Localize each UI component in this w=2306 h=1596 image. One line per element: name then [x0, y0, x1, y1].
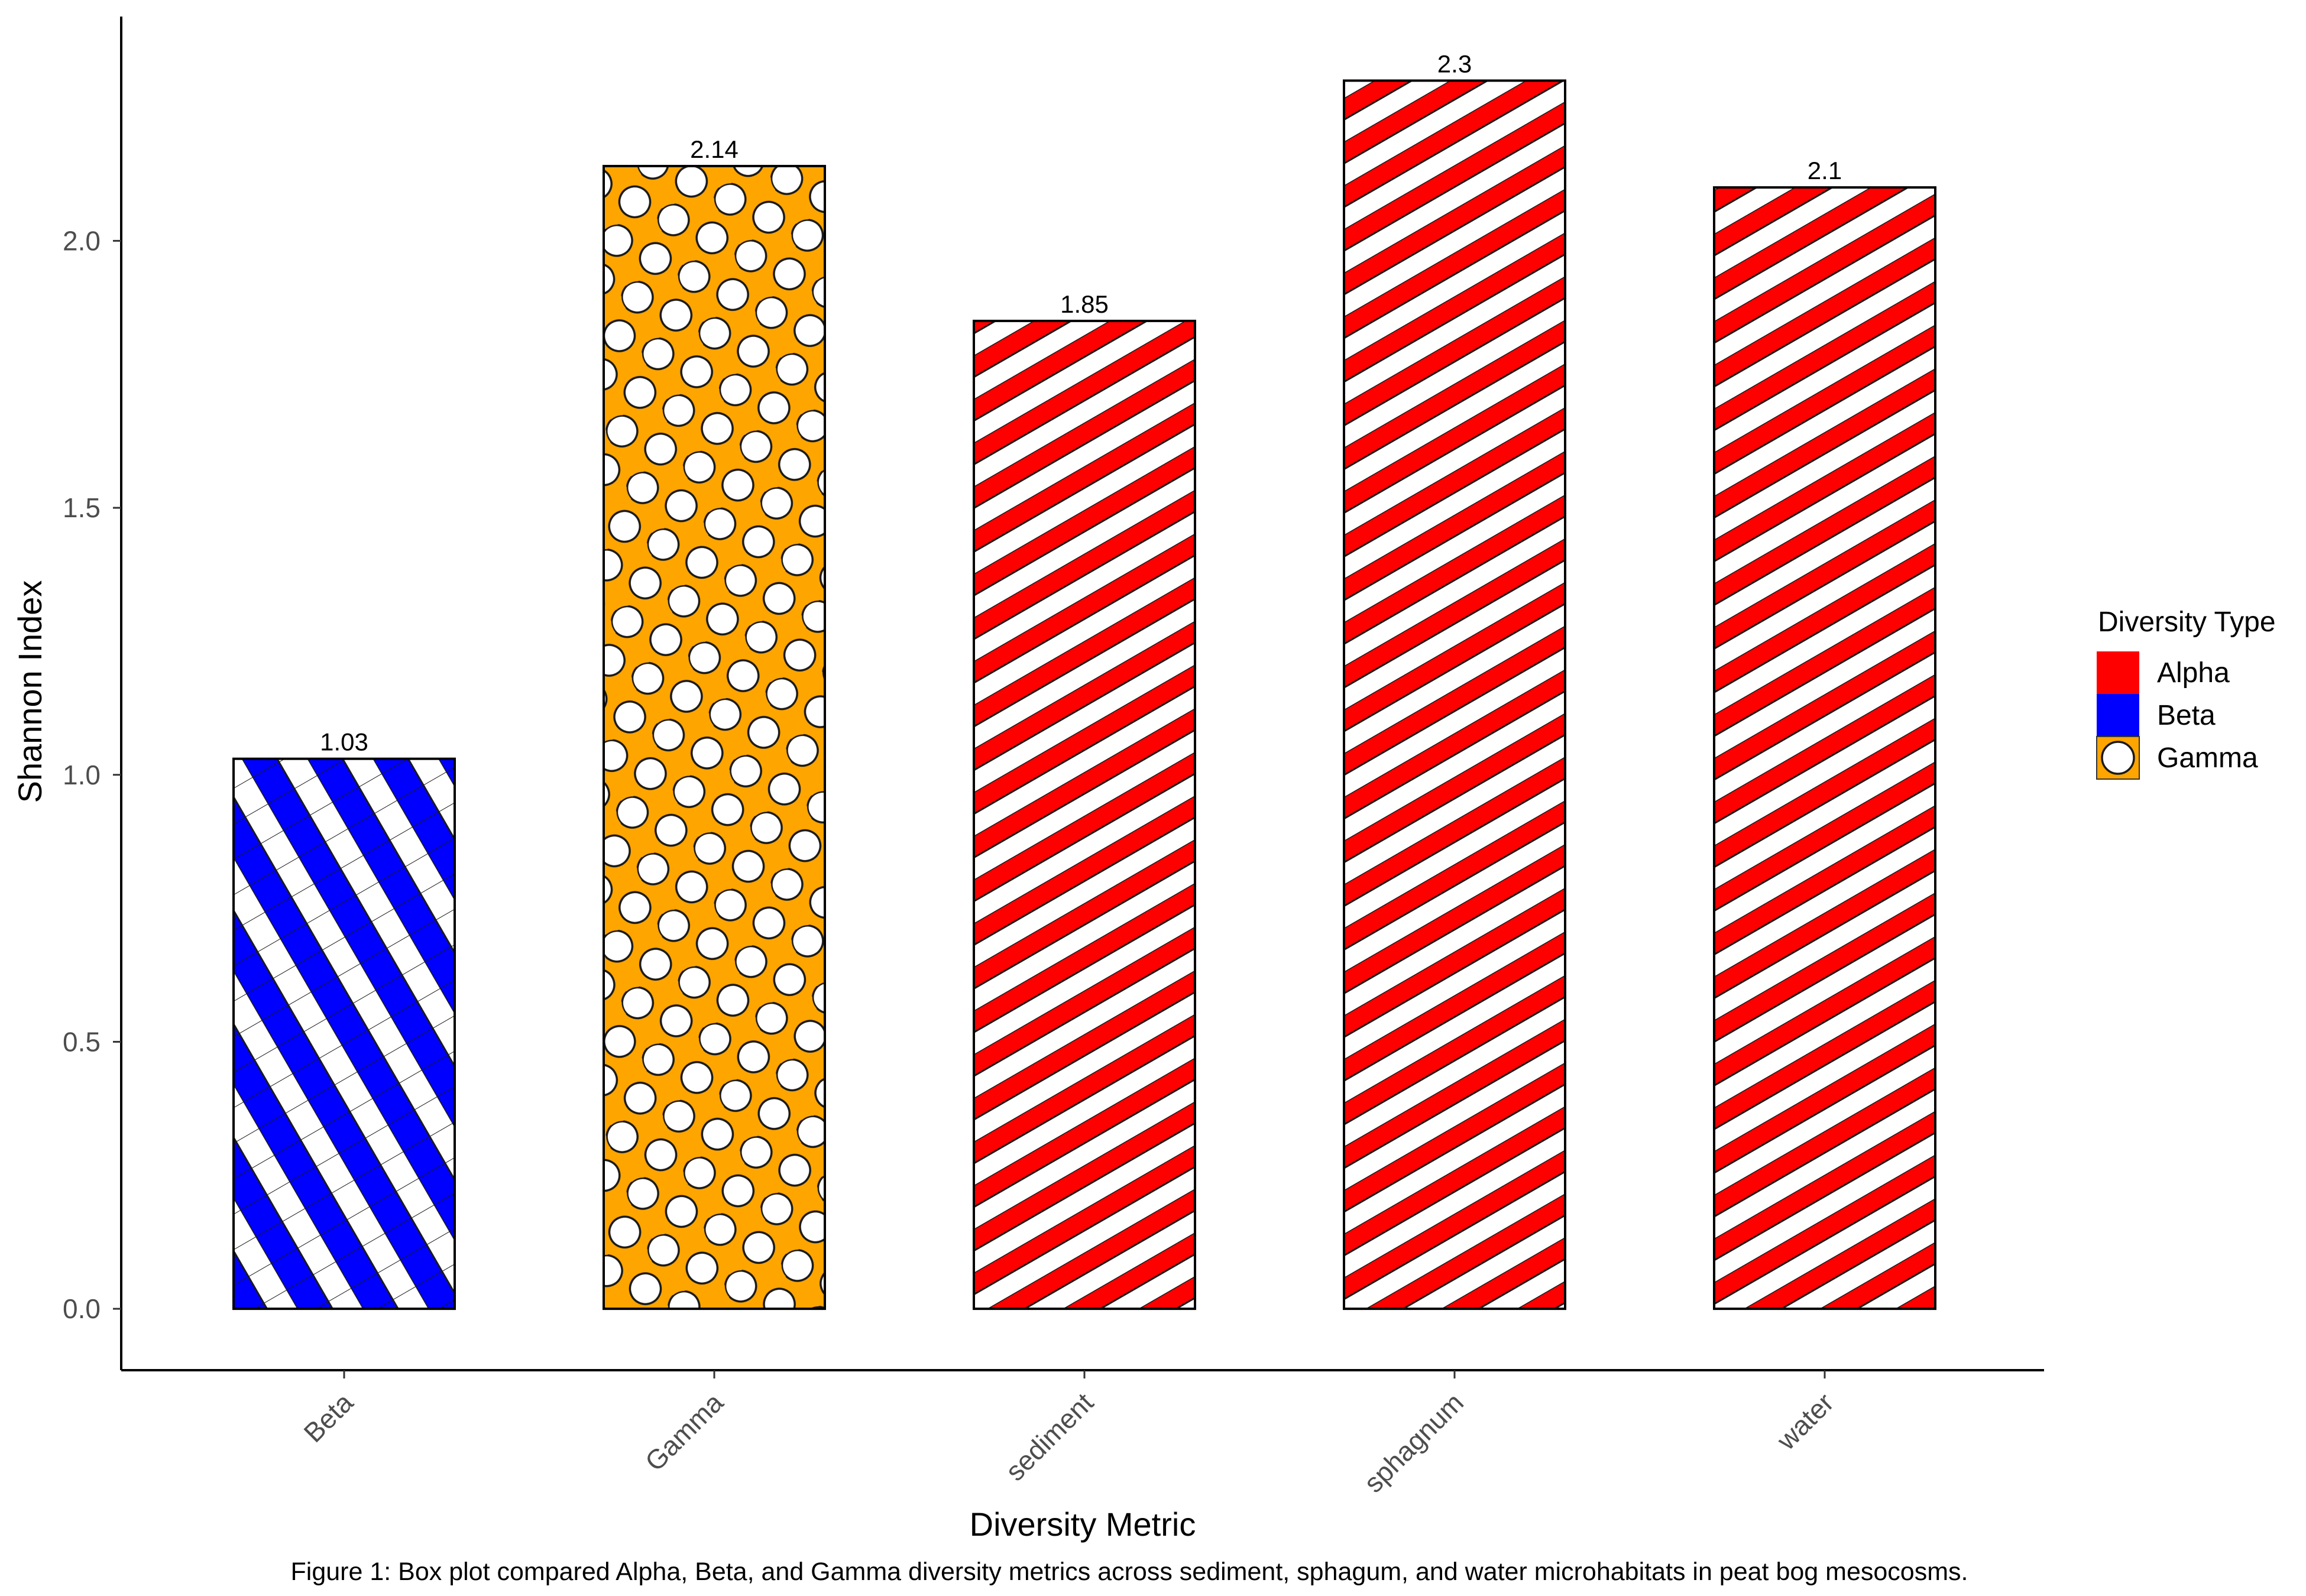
legend: Diversity Type Alpha Beta Gamma — [2096, 606, 2276, 780]
legend-key-circle — [2101, 741, 2135, 775]
legend-key-alpha — [2097, 651, 2139, 694]
legend-label-gamma: Gamma — [2157, 742, 2258, 774]
x-tick-label-beta: Beta — [297, 1387, 359, 1448]
y-tick-label: 1.0 — [63, 760, 101, 790]
x-tick-label-sediment: sediment — [999, 1387, 1099, 1487]
value-label-sphagnum: 2.3 — [1437, 50, 1472, 77]
value-label-beta: 1.03 — [320, 728, 368, 756]
x-tick-label-sphagnum: sphagnum — [1358, 1387, 1469, 1498]
figure-caption: Figure 1: Box plot compared Alpha, Beta,… — [291, 1558, 1968, 1586]
bar-gamma — [603, 164, 826, 1310]
legend-title: Diversity Type — [2098, 606, 2276, 638]
y-axis-title: Shannon Index — [11, 580, 48, 803]
y-tick-label: 1.5 — [63, 492, 101, 523]
y-tick-label: 0.0 — [63, 1293, 101, 1324]
legend-label-alpha: Alpha — [2157, 657, 2230, 689]
y-tick-label: 2.0 — [63, 225, 101, 256]
x-tick-label-gamma: Gamma — [639, 1387, 730, 1477]
bar-sphagnum — [1343, 79, 1566, 1310]
bar-water — [1713, 186, 1936, 1310]
value-label-water: 2.1 — [1808, 157, 1842, 184]
x-axis-title: Diversity Metric — [970, 1506, 1196, 1543]
legend-key-beta — [2097, 694, 2139, 737]
bar-sediment — [973, 319, 1196, 1310]
legend-key-border — [2096, 736, 2140, 780]
x-tick-label-water: water — [1770, 1387, 1839, 1456]
legend-label-beta: Beta — [2157, 700, 2216, 731]
y-tick-label: 0.5 — [63, 1026, 101, 1057]
bar-beta — [232, 757, 456, 1310]
value-label-sediment: 1.85 — [1060, 290, 1109, 318]
value-label-gamma: 2.14 — [690, 135, 739, 163]
